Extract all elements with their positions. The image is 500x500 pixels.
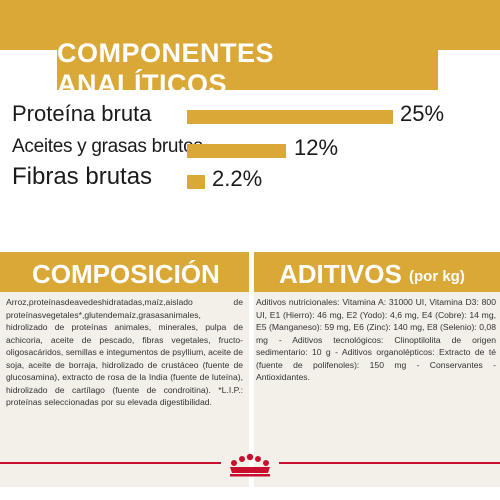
component-bar: [187, 175, 205, 189]
footer-line-right: [279, 462, 500, 464]
component-label: Proteína bruta: [12, 101, 152, 126]
component-label: Aceites y grasas brutos: [12, 136, 203, 157]
composition-text: Arroz,proteínasdeavedeshidratadas,maíz,a…: [6, 297, 243, 407]
component-value: 12%: [294, 135, 339, 160]
footer-line-left: [0, 462, 221, 464]
component-bar: [187, 110, 393, 124]
composition-title: COMPOSICIÓN: [32, 259, 220, 289]
component-value: 25%: [400, 101, 445, 126]
composition-body: [0, 292, 249, 487]
component-row-protein: Proteína bruta 25%: [0, 98, 500, 130]
additives-text: Aditivos nutricionales: Vitamina A: 3100…: [256, 297, 496, 382]
component-bar: [187, 144, 286, 158]
component-label: Fibras brutas: [12, 163, 153, 190]
crown-logo-icon: [230, 453, 270, 477]
analytical-components-title: COMPONENTES ANALÍTICOS: [57, 38, 275, 99]
analytical-components-banner: COMPONENTES ANALÍTICOS: [57, 38, 438, 99]
additives-subtitle: (por kg): [409, 268, 465, 285]
component-row-fibers: Fibras brutas 2.2%: [0, 163, 500, 195]
additives-header: [254, 252, 500, 292]
additives-body: [254, 292, 500, 487]
top-gold-bar: [0, 0, 500, 50]
additives-section: ADITIVOS (por kg) Aditivos nutricionales…: [254, 252, 500, 487]
component-value: 2.2%: [212, 166, 263, 191]
composition-section: COMPOSICIÓN Arroz,proteínasdeavedeshidra…: [0, 252, 249, 487]
composition-header: [0, 252, 249, 292]
additives-title: ADITIVOS: [279, 259, 402, 289]
component-row-fats: Aceites y grasas brutos 12%: [0, 132, 500, 164]
